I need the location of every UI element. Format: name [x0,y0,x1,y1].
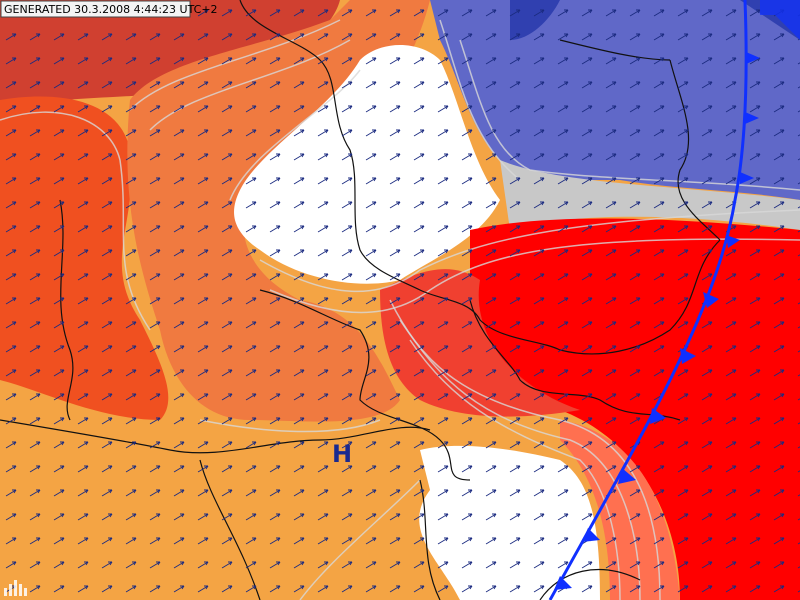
pressure-center-label: H [332,440,352,468]
logo-icon [4,580,27,596]
timestamp-box [0,0,191,18]
cold-front [548,0,800,600]
timestamp: GENERATED 30.3.2008 4:44:23 UTC+2 [4,3,218,16]
